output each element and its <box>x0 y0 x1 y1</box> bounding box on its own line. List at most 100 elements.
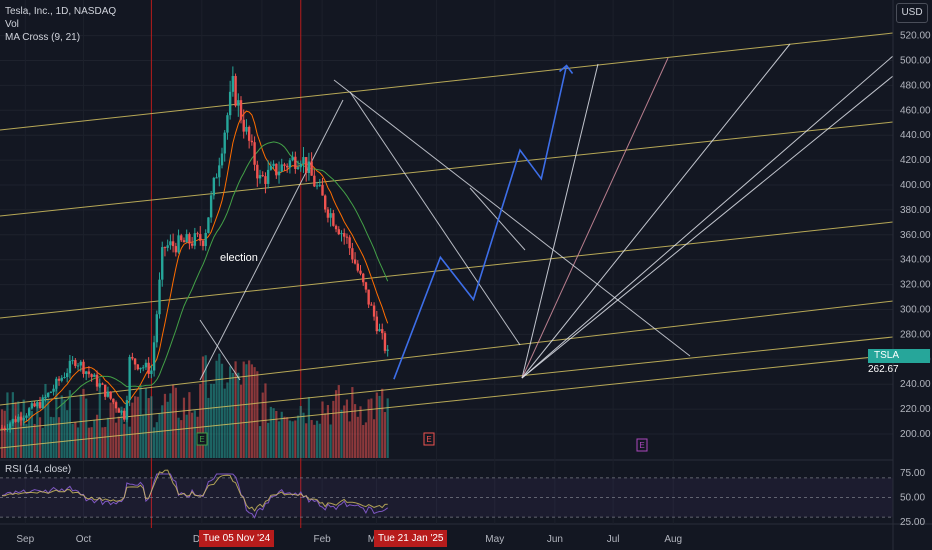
candle-body <box>8 423 12 429</box>
candle-body <box>375 316 379 332</box>
ma-21-line <box>55 141 389 410</box>
candles <box>0 66 389 433</box>
earnings-marker-label: E <box>426 435 431 444</box>
candle-body <box>133 358 137 365</box>
volume-bar <box>185 414 188 458</box>
volume-bar <box>172 384 175 458</box>
candle-body <box>209 195 213 218</box>
candle-body <box>307 161 311 173</box>
volume-bar <box>36 404 39 458</box>
candle-body <box>38 402 42 409</box>
candle-body <box>340 233 343 235</box>
price-tick-label: 280.00 <box>900 329 931 340</box>
fan-lines <box>199 43 894 381</box>
volume-bar <box>220 363 224 458</box>
price-tick-label: 200.00 <box>900 429 931 440</box>
channel-line <box>0 221 894 319</box>
time-axis: SepOctDec2025FebMarAprMayJunJulAug <box>16 534 682 545</box>
earnings-marker-label: E <box>639 441 644 450</box>
candle-body <box>272 163 275 166</box>
candle-body <box>144 362 148 368</box>
candle-body <box>204 232 207 247</box>
candle-body <box>343 233 346 237</box>
trend-line <box>469 187 526 251</box>
candle-body <box>223 132 226 154</box>
candle-body <box>215 177 218 179</box>
candle-body <box>334 225 338 230</box>
candle-body <box>76 365 80 367</box>
volume-bar <box>340 409 343 458</box>
volume-bar <box>305 423 308 458</box>
candle-body <box>218 165 221 178</box>
candle-body <box>269 165 273 170</box>
volume-bar <box>57 417 61 458</box>
candle-body <box>329 213 332 218</box>
volume-bar <box>95 414 99 458</box>
candle-body <box>237 100 240 106</box>
volume-bar <box>283 416 286 458</box>
candle-body <box>98 383 101 387</box>
volume-bar <box>324 413 327 458</box>
volume-bar <box>169 393 172 458</box>
volume-bar <box>288 420 291 458</box>
candle-body <box>46 392 50 397</box>
price-tick-label: 220.00 <box>900 404 931 415</box>
volume-bar <box>351 387 354 458</box>
volume-bar <box>139 385 142 458</box>
volume-bar <box>375 392 378 458</box>
price-tick-label: 460.00 <box>900 105 931 116</box>
candle-body <box>207 217 210 233</box>
ma-cross-label: MA Cross (9, 21) <box>5 32 81 43</box>
candle-body <box>196 233 199 235</box>
candle-body <box>147 362 150 374</box>
volume-bar <box>356 416 359 458</box>
rsi-tick-label: 25.00 <box>900 517 925 528</box>
volume-bar <box>87 427 91 458</box>
volume-bar <box>318 423 321 458</box>
candle-body <box>142 367 145 369</box>
last-price-tag: TSLA 262.67 <box>868 349 930 375</box>
volume-bar <box>191 412 194 458</box>
volume-bar <box>106 417 110 458</box>
volume-bar <box>150 396 153 458</box>
candle-body <box>193 233 197 246</box>
volume-bar <box>201 356 205 458</box>
candle-body <box>266 169 270 184</box>
candle-body <box>324 195 327 210</box>
volume-bar <box>166 401 169 458</box>
volume-bar <box>372 419 376 458</box>
volume-bar <box>41 427 44 458</box>
candle-body <box>52 388 55 392</box>
volume-bar <box>258 426 262 458</box>
currency-button[interactable]: USD <box>896 3 928 23</box>
candle-body <box>370 304 373 306</box>
volume-bar <box>38 417 42 458</box>
fan-line <box>521 75 894 379</box>
projection-arrowhead <box>559 64 574 74</box>
volume-bar <box>66 410 69 458</box>
volume-bar <box>299 406 302 458</box>
volume-bar <box>310 420 313 458</box>
volume-bar <box>76 427 80 458</box>
price-tick-label: 380.00 <box>900 205 931 216</box>
projection-line <box>393 65 568 380</box>
volume-bar <box>302 412 305 458</box>
fan-line <box>521 57 669 379</box>
volume-bar <box>291 421 294 458</box>
price-tick-label: 240.00 <box>900 379 931 390</box>
candle-body <box>258 175 262 179</box>
volume-bar <box>93 419 96 458</box>
volume-bar <box>242 361 245 458</box>
price-tick-label: 480.00 <box>900 80 931 91</box>
time-tick-label: Feb <box>313 534 331 545</box>
volume-bar <box>359 406 362 458</box>
candle-body <box>166 245 169 248</box>
volume-bar <box>17 401 20 458</box>
volume-bar <box>14 402 17 458</box>
candle-body <box>30 403 34 409</box>
volume-bar <box>90 427 93 458</box>
volume-bar <box>378 395 381 458</box>
volume-bar <box>22 399 25 458</box>
channel-line <box>0 300 894 406</box>
